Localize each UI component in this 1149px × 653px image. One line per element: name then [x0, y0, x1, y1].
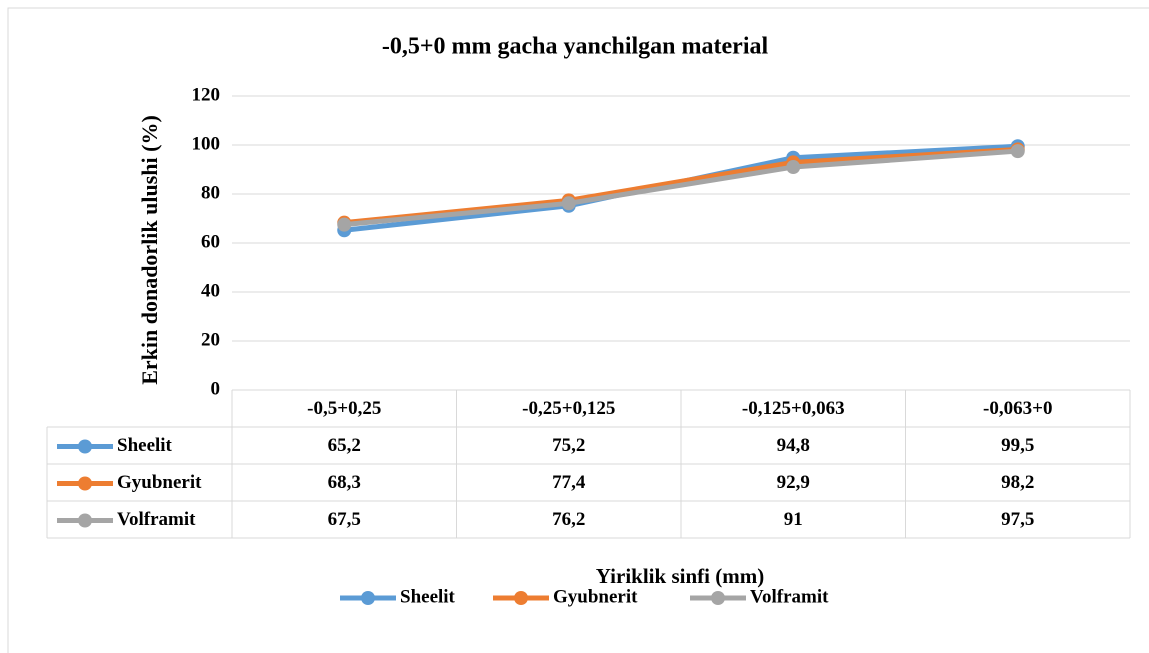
- table-value: 75,2: [552, 435, 585, 456]
- table-value: 77,4: [552, 472, 586, 493]
- table-value: 76,2: [552, 509, 585, 530]
- chart-title: -0,5+0 mm gacha yanchilgan material: [382, 34, 769, 60]
- legend-key-marker: [361, 591, 375, 605]
- table-series-name: Sheelit: [117, 435, 173, 456]
- table-series-name: Volframit: [117, 509, 196, 530]
- y-tick-label: 80: [201, 182, 220, 203]
- table-value: 92,9: [777, 472, 810, 493]
- chart-border: [7, 7, 1149, 653]
- legend-label: Volframit: [750, 586, 829, 607]
- table-value: 94,8: [777, 435, 810, 456]
- series-line: [344, 148, 1018, 228]
- table-value: 98,2: [1001, 472, 1034, 493]
- y-axis-label: Erkin donadorlik ulushi (%): [137, 115, 162, 385]
- legend-label: Gyubnerit: [553, 586, 638, 607]
- legend-label: Sheelit: [400, 586, 456, 607]
- legend-key-marker: [78, 439, 92, 454]
- table-value: 97,5: [1001, 509, 1034, 530]
- legend-key-marker: [711, 591, 725, 605]
- x-tick-label: -0,125+0,063: [742, 398, 845, 419]
- x-tick-label: -0,063+0: [983, 398, 1052, 419]
- y-tick-label: 40: [201, 280, 220, 301]
- table-value: 68,3: [328, 472, 361, 493]
- table-value: 99,5: [1001, 435, 1034, 456]
- table-value: 91: [784, 509, 803, 530]
- x-axis-label: Yiriklik sinfi (mm): [596, 564, 764, 588]
- table-value: 67,5: [328, 509, 361, 530]
- x-tick-label: -0,25+0,125: [522, 398, 615, 419]
- y-tick-label: 100: [192, 133, 221, 154]
- y-tick-label: 60: [201, 231, 220, 252]
- y-tick-label: 20: [201, 329, 220, 350]
- point: [786, 160, 801, 175]
- legend-key-marker: [514, 591, 528, 605]
- table-value: 65,2: [328, 435, 361, 456]
- point: [561, 196, 576, 211]
- point: [1010, 144, 1025, 159]
- x-tick-label: -0,5+0,25: [307, 398, 381, 419]
- table-series-name: Gyubnerit: [117, 472, 202, 493]
- legend-key-marker: [78, 476, 92, 491]
- legend-key-marker: [78, 513, 92, 528]
- point: [337, 217, 352, 232]
- y-tick-label: 120: [192, 84, 221, 105]
- y-tick-label: 0: [211, 378, 221, 399]
